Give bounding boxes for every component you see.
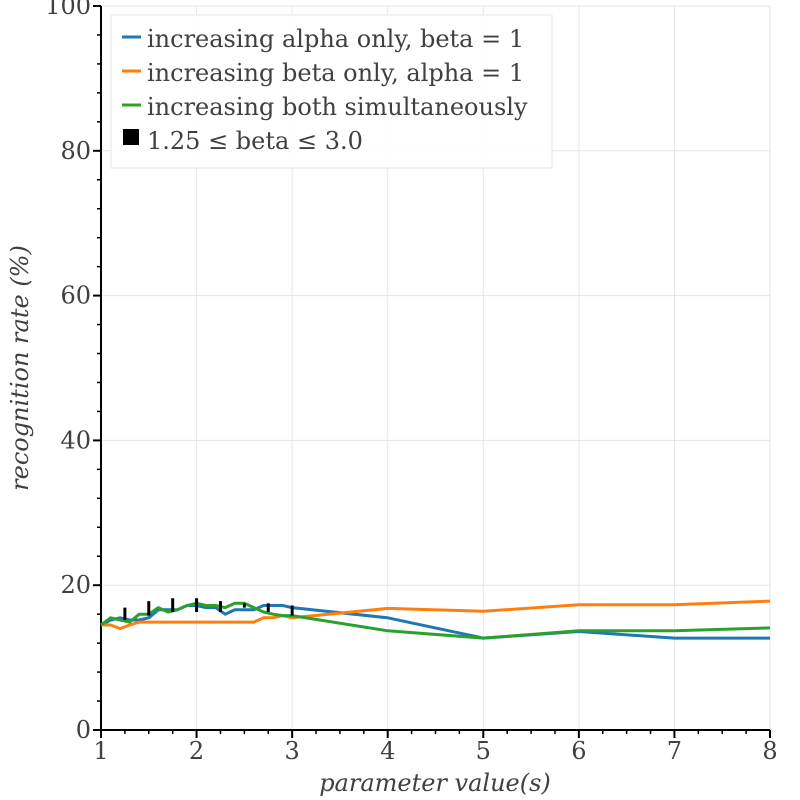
series-lines xyxy=(100,599,771,640)
y-tick-label: 80 xyxy=(60,137,91,165)
legend-label: increasing both simultaneously xyxy=(147,93,528,121)
x-tick-label: 8 xyxy=(762,737,777,765)
legend-label: 1.25 ≤ beta ≤ 3.0 xyxy=(147,127,363,155)
legend-box xyxy=(110,14,553,169)
legend: increasing alpha only, beta = 1 increasin… xyxy=(110,14,553,169)
y-tick-label: 20 xyxy=(60,571,91,599)
x-tick-label: 3 xyxy=(285,737,300,765)
y-tick-label: 60 xyxy=(60,282,91,310)
legend-swatch xyxy=(123,129,139,145)
legend-label: increasing alpha only, beta = 1 xyxy=(147,25,524,53)
x-tick-label: 1 xyxy=(93,737,108,765)
series-line-2 xyxy=(101,599,771,631)
y-tick-label: 100 xyxy=(45,0,91,20)
x-axis-label: parameter value(s) xyxy=(319,769,551,797)
legend-label: increasing beta only, alpha = 1 xyxy=(147,59,524,87)
y-tick-label: 40 xyxy=(60,426,91,454)
axes xyxy=(93,5,771,738)
x-tick-label: 7 xyxy=(667,737,682,765)
y-tick-label: 0 xyxy=(76,716,91,744)
x-tick-label: 2 xyxy=(189,737,204,765)
x-tick-label: 6 xyxy=(571,737,586,765)
range-markers xyxy=(123,598,294,620)
y-axis-label: recognition rate (%) xyxy=(6,245,34,491)
x-tick-label: 4 xyxy=(380,737,395,765)
x-tick-label: 5 xyxy=(476,737,491,765)
